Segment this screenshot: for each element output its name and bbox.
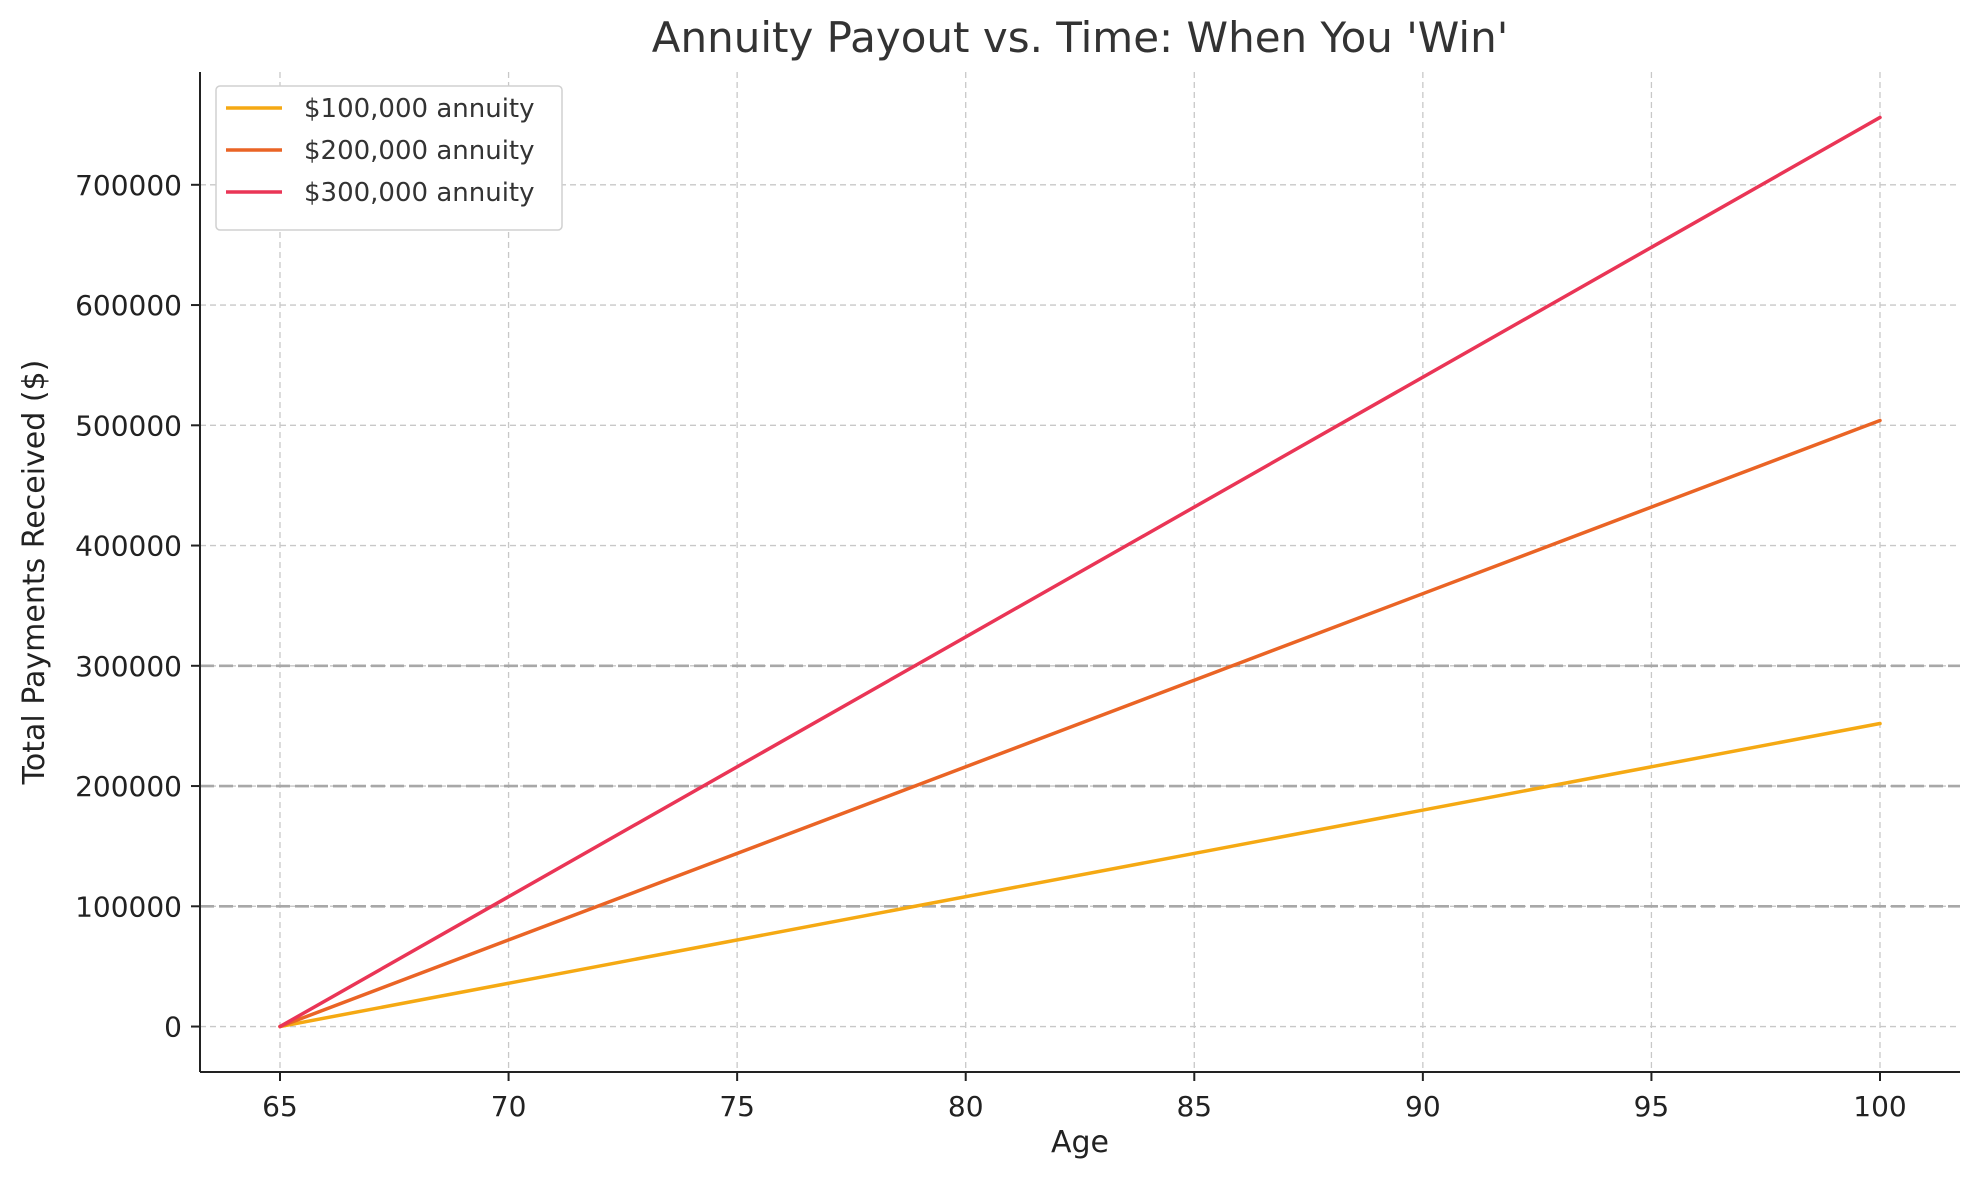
y-tick-label: 700000 <box>75 169 182 202</box>
y-tick-label: 500000 <box>75 409 182 442</box>
y-axis-label: Total Payments Received ($) <box>17 360 52 786</box>
y-tick-label: 300000 <box>75 650 182 683</box>
legend-box <box>215 85 563 231</box>
x-tick-label: 95 <box>1634 1090 1670 1123</box>
x-tick-label: 75 <box>719 1090 755 1123</box>
x-tick-label: 90 <box>1405 1090 1441 1123</box>
x-tick-label: 65 <box>262 1090 298 1123</box>
x-axis-label: Age <box>1051 1125 1109 1160</box>
chart-title: Annuity Payout vs. Time: When You 'Win' <box>652 13 1509 62</box>
y-tick-label: 400000 <box>75 530 182 563</box>
x-tick-label: 100 <box>1853 1090 1906 1123</box>
legend-label-1: $100,000 annuity <box>304 94 535 124</box>
series-line-1 <box>278 721 1882 1029</box>
y-ticks: 0 100000 200000 300000 400000 500000 600000 700… <box>75 169 200 1044</box>
x-tick-label: 85 <box>1176 1090 1212 1123</box>
x-ticks: 65 70 75 80 85 90 95 100 <box>262 1072 1907 1123</box>
series-line-2 <box>278 418 1882 1029</box>
y-tick-label: 600000 <box>75 289 182 322</box>
series-line-3 <box>278 115 1882 1029</box>
legend-label-2: $200,000 annuity <box>304 136 535 166</box>
y-tick-label: 200000 <box>75 770 182 803</box>
series-layer <box>278 115 1882 1029</box>
x-tick-label: 70 <box>491 1090 527 1123</box>
y-tick-label: 0 <box>164 1011 182 1044</box>
y-tick-label: 100000 <box>75 890 182 923</box>
legend: $100,000 annuity $200,000 annuity $300,000… <box>215 85 563 231</box>
x-tick-label: 80 <box>948 1090 984 1123</box>
legend-label-3: $300,000 annuity <box>304 178 535 208</box>
